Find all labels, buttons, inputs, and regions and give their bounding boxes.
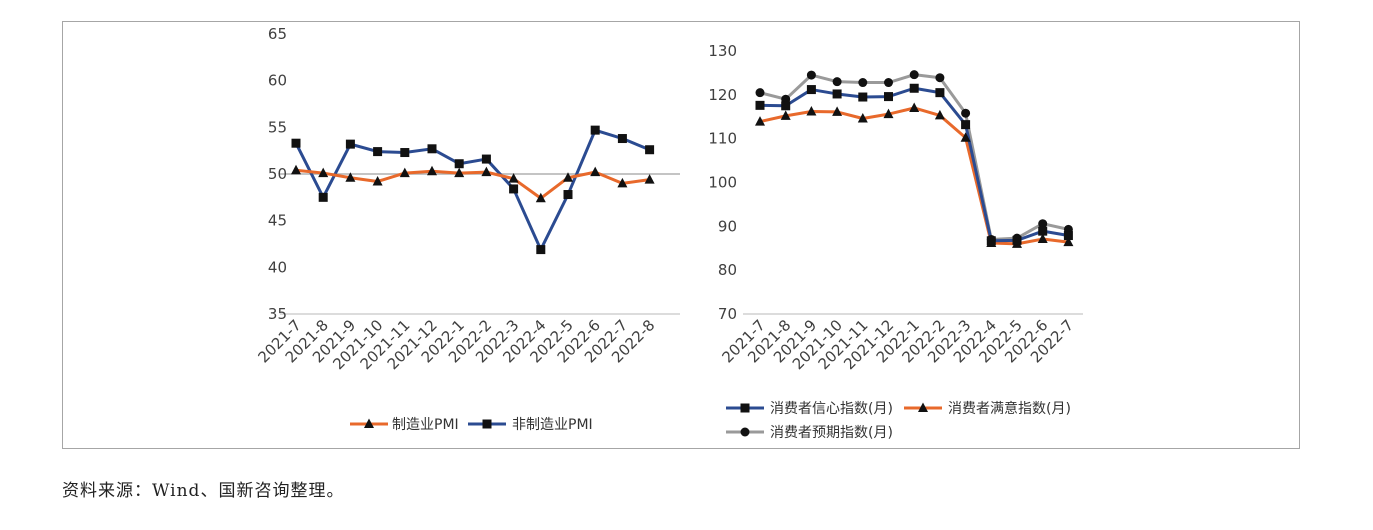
data-point [755,100,765,110]
y-tick-label: 70 [718,305,737,323]
y-tick-label: 130 [708,42,737,60]
data-point [832,77,842,87]
data-point [883,108,894,119]
data-point [935,88,945,98]
data-point [318,167,329,178]
legend-label: 非制造业PMI [512,417,593,433]
charts-canvas: 354045505560652021-72021-82021-92021-102… [255,25,1083,441]
data-point [1037,233,1048,244]
data-point [909,83,919,93]
data-point [935,73,945,83]
data-point [454,167,465,178]
data-point [400,148,410,158]
legend-marker [482,419,492,429]
data-point [291,138,301,148]
data-point [961,120,971,130]
data-point [508,173,519,183]
data-point [454,159,464,169]
data-point [858,92,868,102]
data-point [617,134,627,144]
y-tick-label: 35 [268,305,287,323]
data-point [1038,226,1048,236]
legend-label: 消费者满意指数(月) [948,400,1071,417]
y-tick-label: 60 [268,72,287,90]
series-line [295,168,650,200]
legend-label: 消费者预期指数(月) [770,425,893,441]
data-point [781,101,791,111]
series-line [759,73,1069,241]
data-point [536,245,546,255]
data-point [1063,236,1074,247]
y-tick-label: 100 [708,174,737,192]
data-point [427,144,437,154]
y-tick-label: 40 [268,258,287,276]
y-tick-label: 45 [268,212,287,230]
data-point [590,125,600,135]
source-note: 资料来源：Wind、国新咨询整理。 [62,481,345,501]
data-point [986,236,996,246]
data-point [858,78,868,88]
data-point [481,154,491,164]
data-point [1063,231,1073,241]
legend-label: 消费者信心指数(月) [770,401,893,417]
data-point [961,108,971,118]
legend-marker [918,402,928,412]
data-point [806,85,816,95]
data-point [318,192,328,202]
consumer-index-chart: 7080901001101201302021-72021-82021-92021… [708,42,1083,441]
data-point [345,172,356,182]
data-point [590,166,601,177]
data-point [617,177,628,188]
data-point [399,167,410,178]
data-point [563,172,573,182]
data-point [755,116,765,126]
data-point [481,166,492,177]
series-line [294,128,651,252]
data-point [857,113,868,123]
legend-label: 制造业PMI [392,417,459,433]
data-point [780,110,791,120]
data-point [960,132,971,142]
data-point [832,89,842,99]
data-point [884,92,893,102]
legend-marker [364,418,374,428]
y-tick-label: 55 [268,118,287,136]
y-tick-label: 65 [268,25,287,43]
data-point [806,105,817,116]
data-point [563,190,573,200]
pmi-chart: 354045505560652021-72021-82021-92021-102… [255,25,680,433]
data-point [806,70,816,80]
legend-marker [740,427,750,437]
data-point [909,70,919,80]
y-tick-label: 50 [268,165,287,183]
data-point [1012,235,1022,245]
data-point [755,88,765,98]
data-point [832,106,843,116]
data-point [427,165,437,176]
data-point [509,184,519,194]
data-point [884,78,893,88]
series-line [759,106,1069,246]
data-point [372,175,383,186]
data-point [645,145,655,155]
chart-frame [62,21,1300,449]
y-tick-label: 110 [708,130,737,148]
data-point [909,102,920,112]
data-point [345,139,355,149]
y-tick-label: 90 [718,217,737,235]
data-point [1038,219,1048,229]
y-tick-label: 120 [708,86,737,104]
data-point [644,174,655,184]
data-point [291,164,301,175]
y-tick-label: 80 [718,261,737,279]
legend-marker [740,403,750,413]
data-point [934,109,945,120]
data-point [373,147,383,157]
data-point [535,192,546,203]
